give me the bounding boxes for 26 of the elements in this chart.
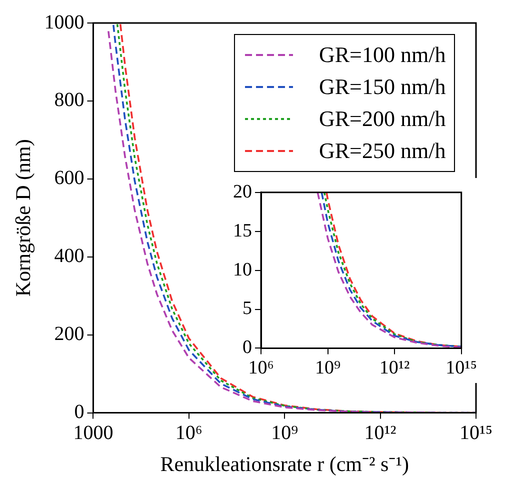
y-tick-label: 400 [54, 245, 84, 268]
x-tick-label: 10¹² [364, 422, 396, 444]
legend-label: GR=250 nm/h [319, 138, 446, 164]
x-tick-label: 10¹⁵ [446, 358, 478, 379]
y-tick-label: 20 [233, 181, 252, 202]
x-tick-label: 1000 [73, 422, 114, 444]
y-tick-label: 15 [233, 220, 252, 242]
x-tick-label: 10⁶ [175, 422, 202, 444]
y-tick-label: 0 [74, 401, 84, 424]
y-tick-label: 10 [233, 259, 252, 280]
legend-label: GR=100 nm/h [319, 42, 446, 68]
y-tick-label: 0 [242, 337, 252, 358]
y-tick-label: 600 [54, 167, 84, 190]
x-tick-label: 10⁶ [248, 358, 274, 379]
y-tick-label: 200 [54, 323, 84, 346]
x-tick-label: 10⁹ [271, 422, 298, 444]
x-tick-label: 10⁹ [314, 358, 341, 379]
x-tick-label: 10¹⁵ [460, 422, 492, 444]
y-tick-label: 5 [242, 298, 252, 320]
x-axis-title: Renukleationsrate r (cm⁻² s⁻¹) [160, 452, 409, 476]
y-tick-label: 1000 [44, 11, 84, 34]
legend-label: GR=150 nm/h [319, 74, 446, 100]
y-axis-title: Korngröße D (nm) [11, 139, 36, 297]
x-tick-label: 10¹² [379, 358, 410, 379]
y-tick-label: 800 [54, 89, 84, 112]
legend-label: GR=200 nm/h [319, 106, 446, 132]
